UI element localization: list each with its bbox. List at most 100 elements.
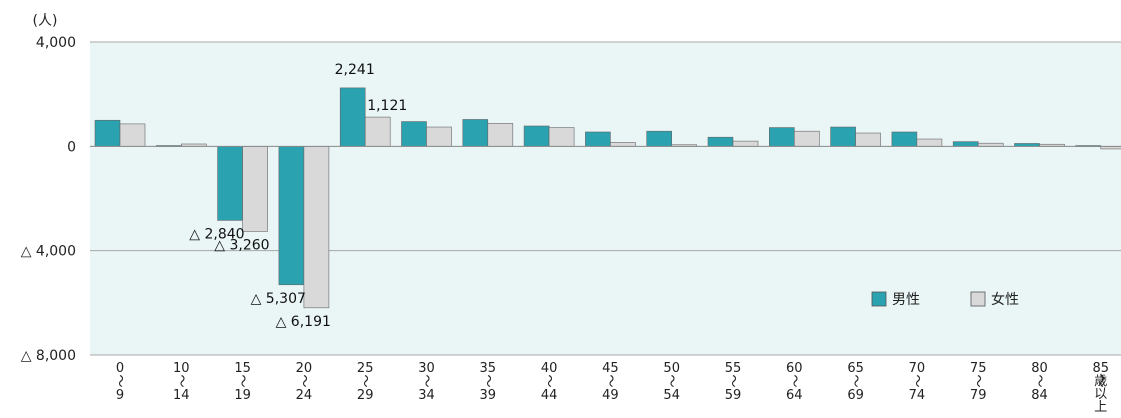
data-label: △ 6,191 (276, 314, 331, 330)
x-tick-range-mark: ～ (1032, 374, 1047, 387)
bar-male (217, 146, 243, 221)
legend-label-female: 女性 (991, 291, 1019, 308)
bar-male (952, 141, 979, 147)
bar-female (487, 123, 514, 147)
x-tick-label-top: 25 (357, 361, 374, 376)
x-tick-label-bottom: 64 (786, 388, 803, 403)
data-label: 2,241 (335, 62, 375, 78)
x-tick-range-mark: ～ (1093, 374, 1108, 387)
x-tick-range-mark: ～ (357, 374, 372, 387)
x-tick-label-bottom: 54 (663, 388, 680, 403)
legend: 男性 女性 (871, 291, 1019, 308)
bar-female (916, 138, 943, 147)
y-tick-label: △ 8,000 (21, 348, 76, 364)
bar-male (462, 119, 489, 147)
x-tick-label-bottom: 44 (541, 388, 558, 403)
bar-male (278, 146, 305, 286)
x-tick-label-top: 30 (418, 361, 435, 376)
x-tick-label-bottom: 69 (847, 388, 864, 403)
x-tick-label-top: 10 (173, 361, 190, 376)
bar-male (585, 131, 611, 147)
x-tick-range-mark: ～ (848, 374, 863, 387)
bar-male (646, 130, 673, 147)
x-tick-range-mark: ～ (541, 374, 556, 387)
bar-female (426, 126, 452, 147)
bar-female (364, 116, 391, 147)
x-tick-range-mark: ～ (296, 374, 311, 387)
x-tick-label-top: 70 (909, 361, 926, 376)
x-tick-range-mark: ～ (419, 374, 434, 387)
x-tick-label-bottom: 74 (909, 388, 926, 403)
x-tick-label-top: 0 (116, 361, 124, 376)
bar-female (732, 140, 759, 147)
x-tick-label-bottom: 79 (970, 388, 987, 403)
x-tick-label-bottom: 39 (480, 388, 497, 403)
x-tick-label-bottom: 49 (602, 388, 619, 403)
x-tick-label-top: 75 (970, 361, 987, 376)
bar-female (303, 146, 330, 309)
bars (94, 87, 1121, 309)
data-label: △ 3,260 (214, 237, 269, 253)
x-tick-label-top: 85 (1093, 361, 1110, 376)
x-tick-label-bottom: 14 (173, 388, 190, 403)
x-tick-label-top: 35 (480, 361, 497, 376)
gridlines (90, 41, 1121, 356)
y-tick-label: 4,000 (36, 35, 76, 51)
bar-female (548, 127, 575, 147)
bar-female (119, 123, 146, 147)
bar-male (891, 131, 918, 147)
x-tick-label-top: 55 (725, 361, 742, 376)
x-tick-label-top: 80 (1031, 361, 1048, 376)
x-tick-range-mark: ～ (786, 374, 801, 387)
bar-male (339, 87, 366, 147)
x-tick-label-top: 15 (234, 361, 251, 376)
legend-swatch-female (970, 291, 986, 307)
x-tick-label-bottom: 以 (1094, 387, 1107, 402)
y-tick-label: 0 (67, 139, 76, 155)
legend-label-male: 男性 (892, 292, 920, 308)
x-tick-range-mark: ～ (725, 374, 740, 387)
x-tick-range-mark: ～ (664, 374, 679, 387)
bar-female (610, 142, 636, 147)
data-label: △ 5,307 (251, 291, 306, 307)
data-label: △ 2,840 (189, 226, 244, 242)
bar-female (793, 130, 820, 147)
x-tick-label-bottom: 34 (418, 388, 435, 403)
x-tick-label-top: 50 (663, 361, 680, 376)
x-tick-label-top: 20 (296, 361, 313, 376)
y-tick-label: △ 4,000 (21, 244, 76, 260)
bar-female (855, 132, 881, 147)
x-tick-range-mark: ～ (480, 374, 495, 387)
x-tick-range-mark: ～ (909, 374, 924, 387)
x-tick-label-top: 40 (541, 361, 558, 376)
x-tick-range-mark: ～ (173, 374, 188, 387)
x-tick-range-mark: ～ (235, 374, 250, 387)
bar-male (94, 119, 121, 147)
y-axis-unit: (人) (33, 13, 58, 29)
bar-male (523, 125, 550, 147)
data-labels: △ 2,840 △ 5,307 2,241 △ 3,260 △ 6,191 1,121 (189, 62, 407, 330)
y-axis: 4,000 0 △ 4,000 △ 8,000 (21, 35, 76, 364)
bar-female (242, 146, 268, 232)
bar-male (768, 127, 795, 147)
legend-swatch-male (871, 291, 887, 307)
x-tick-label-bottom: 84 (1031, 388, 1048, 403)
x-tick-label-bottom: 上 (1094, 400, 1107, 415)
x-tick-label-bottom: 歳 (1094, 374, 1107, 389)
x-tick-label-bottom: 59 (725, 388, 742, 403)
x-axis: 0～910～1415～1920～2425～2930～3435～3940～4445… (112, 361, 1109, 415)
x-tick-label-top: 45 (602, 361, 619, 376)
x-tick-range-mark: ～ (970, 374, 985, 387)
x-tick-label-top: 60 (786, 361, 803, 376)
x-tick-label-bottom: 24 (296, 388, 313, 403)
x-tick-label-top: 65 (847, 361, 864, 376)
x-tick-label-bottom: 9 (116, 388, 124, 403)
data-label: 1,121 (367, 98, 407, 114)
x-tick-range-mark: ～ (602, 374, 617, 387)
x-tick-range-mark: ～ (112, 374, 127, 387)
x-tick-label-bottom: 19 (234, 388, 251, 403)
bar-male (830, 126, 856, 147)
bar-male (401, 121, 427, 147)
x-tick-label-bottom: 29 (357, 388, 374, 403)
